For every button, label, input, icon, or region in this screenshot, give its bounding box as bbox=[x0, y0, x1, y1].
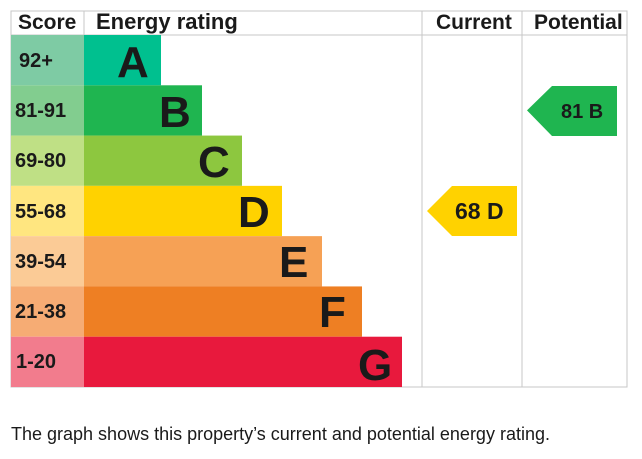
svg-text:55-68: 55-68 bbox=[15, 201, 66, 223]
svg-text:81-91: 81-91 bbox=[15, 100, 66, 122]
svg-text:F: F bbox=[319, 288, 346, 337]
svg-text:E: E bbox=[279, 238, 308, 287]
svg-text:D: D bbox=[238, 188, 270, 237]
svg-text:Potential: Potential bbox=[534, 11, 623, 34]
svg-text:69-80: 69-80 bbox=[15, 150, 66, 172]
svg-text:G: G bbox=[358, 341, 392, 390]
svg-text:Energy rating: Energy rating bbox=[96, 9, 238, 34]
svg-text:92+: 92+ bbox=[19, 50, 53, 72]
svg-text:1-20: 1-20 bbox=[16, 351, 56, 373]
svg-text:39-54: 39-54 bbox=[15, 251, 67, 273]
svg-text:68 D: 68 D bbox=[455, 198, 504, 224]
svg-text:Score: Score bbox=[18, 11, 76, 34]
svg-text:B: B bbox=[159, 88, 191, 137]
svg-text:The graph shows this property’: The graph shows this property’s current … bbox=[11, 424, 550, 444]
svg-text:A: A bbox=[117, 38, 149, 87]
svg-text:C: C bbox=[198, 138, 230, 187]
svg-text:Current: Current bbox=[436, 11, 512, 34]
svg-text:81 B: 81 B bbox=[561, 101, 603, 123]
svg-text:21-38: 21-38 bbox=[15, 301, 66, 323]
